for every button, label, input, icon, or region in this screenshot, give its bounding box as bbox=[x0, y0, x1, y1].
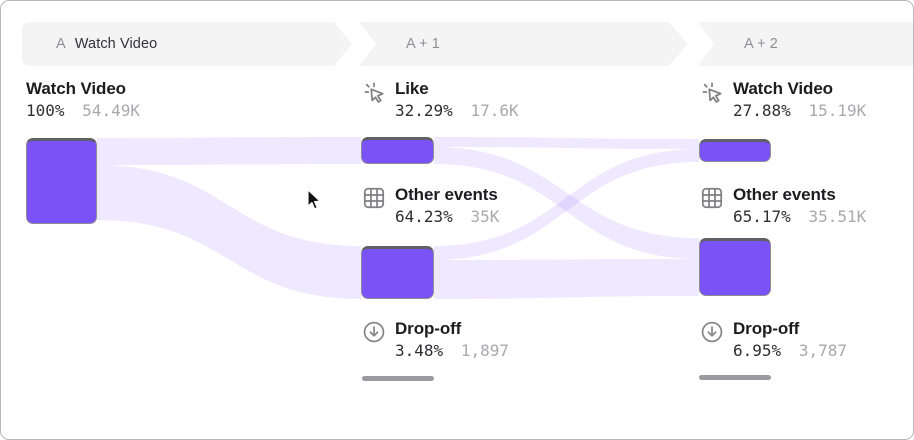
step-band-a2[interactable] bbox=[698, 22, 913, 66]
step-label-a1: A + 1 bbox=[406, 22, 440, 66]
event-block-other-events-a1[interactable]: Other events 64.23% 35K bbox=[361, 185, 499, 226]
header-bands bbox=[22, 22, 913, 66]
event-name: Watch Video bbox=[733, 79, 833, 98]
event-percent: 100% bbox=[26, 101, 65, 120]
sankey-flow[interactable] bbox=[434, 259, 699, 299]
step-band-a1[interactable] bbox=[359, 22, 688, 66]
event-name: Other events bbox=[395, 185, 498, 204]
event-percent: 27.88% bbox=[733, 101, 791, 120]
dropoff-bar-a2[interactable] bbox=[699, 375, 771, 380]
event-percent: 6.95% bbox=[733, 341, 782, 360]
click-icon bbox=[361, 79, 387, 105]
grid-icon bbox=[361, 185, 387, 211]
event-count: 1,897 bbox=[460, 341, 509, 360]
event-count: 15.19K bbox=[808, 101, 867, 120]
event-block-watch-video-a[interactable]: Watch Video 100% 54.49K bbox=[26, 79, 140, 120]
step-title: Watch Video bbox=[74, 36, 158, 52]
dropoff-bar-a1[interactable] bbox=[362, 376, 434, 381]
sankey-flow[interactable] bbox=[434, 149, 699, 260]
dropoff-icon bbox=[699, 319, 725, 345]
event-count: 35.51K bbox=[808, 207, 867, 226]
event-block-watch-video-a2[interactable]: Watch Video 27.88% 15.19K bbox=[699, 79, 866, 120]
event-percent: 64.23% bbox=[395, 207, 453, 226]
event-name: Drop-off bbox=[733, 319, 800, 338]
event-count: 3,787 bbox=[798, 341, 847, 360]
sankey-flow[interactable] bbox=[434, 147, 699, 259]
event-block-other-events-a2[interactable]: Other events 65.17% 35.51K bbox=[699, 185, 866, 226]
event-name: Like bbox=[395, 79, 429, 98]
step-title: A + 1 bbox=[406, 36, 440, 52]
sankey-node-other-events-a1[interactable] bbox=[361, 246, 434, 299]
event-count: 17.6K bbox=[470, 101, 519, 120]
sankey-flows bbox=[97, 137, 699, 299]
step-band-a[interactable] bbox=[22, 22, 352, 66]
event-percent: 65.17% bbox=[733, 207, 791, 226]
sankey-flow[interactable] bbox=[97, 165, 361, 299]
event-block-like-a1[interactable]: Like 32.29% 17.6K bbox=[361, 79, 519, 120]
step-letter: A bbox=[56, 36, 66, 52]
sankey-flow[interactable] bbox=[97, 137, 361, 165]
step-title: A + 2 bbox=[744, 36, 778, 52]
event-name: Other events bbox=[733, 185, 836, 204]
event-percent: 32.29% bbox=[395, 101, 453, 120]
grid-icon bbox=[699, 185, 725, 211]
dropoff-icon bbox=[361, 319, 387, 345]
sankey-node-watch-video-a2[interactable] bbox=[699, 139, 771, 162]
step-label-a: A Watch Video bbox=[56, 22, 157, 66]
mouse-cursor bbox=[307, 189, 321, 210]
event-block-dropoff-a1[interactable]: Drop-off 3.48% 1,897 bbox=[361, 319, 509, 360]
event-name: Drop-off bbox=[395, 319, 462, 338]
click-icon bbox=[699, 79, 725, 105]
sankey-flow[interactable] bbox=[434, 137, 699, 149]
event-block-dropoff-a2[interactable]: Drop-off 6.95% 3,787 bbox=[699, 319, 847, 360]
event-count: 54.49K bbox=[82, 101, 140, 120]
sankey-node-other-events-a2[interactable] bbox=[699, 238, 771, 296]
event-percent: 3.48% bbox=[395, 341, 444, 360]
sankey-node-like-a1[interactable] bbox=[361, 137, 434, 164]
step-label-a2: A + 2 bbox=[744, 22, 778, 66]
event-name: Watch Video bbox=[26, 79, 126, 98]
sankey-node-watch-video-a[interactable] bbox=[26, 138, 97, 224]
event-count: 35K bbox=[470, 207, 500, 226]
